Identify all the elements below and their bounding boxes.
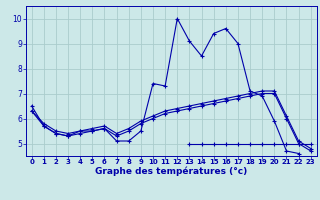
X-axis label: Graphe des températures (°c): Graphe des températures (°c)	[95, 167, 247, 176]
